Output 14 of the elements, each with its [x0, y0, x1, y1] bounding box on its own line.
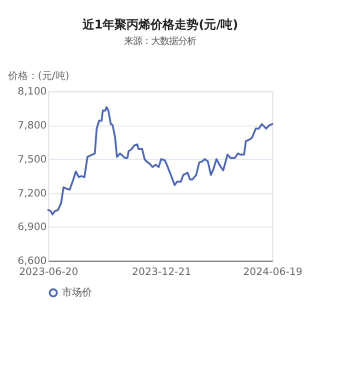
- x-tick-label: 2023-06-20: [19, 267, 78, 278]
- y-tick-label: 7,800: [18, 120, 47, 132]
- legend-label: 市场价: [62, 286, 92, 299]
- x-tick-label: 2024-06-19: [243, 267, 302, 278]
- x-tick-label: 2023-12-21: [132, 267, 192, 278]
- y-tick-label: 8,100: [18, 86, 47, 98]
- y-tick-label: 6,600: [18, 256, 47, 268]
- y-tick-label: 7,500: [18, 154, 47, 166]
- y-tick-label: 7,200: [18, 188, 47, 200]
- chart-subtitle: 来源：大数据分析: [124, 36, 196, 48]
- chart-title: 近1年聚丙烯价格走势(元/吨): [81, 17, 238, 32]
- y-tick-label: 6,900: [18, 222, 47, 234]
- y-axis-title: 价格：(元/吨): [6, 70, 70, 82]
- line-series: [47, 106, 274, 216]
